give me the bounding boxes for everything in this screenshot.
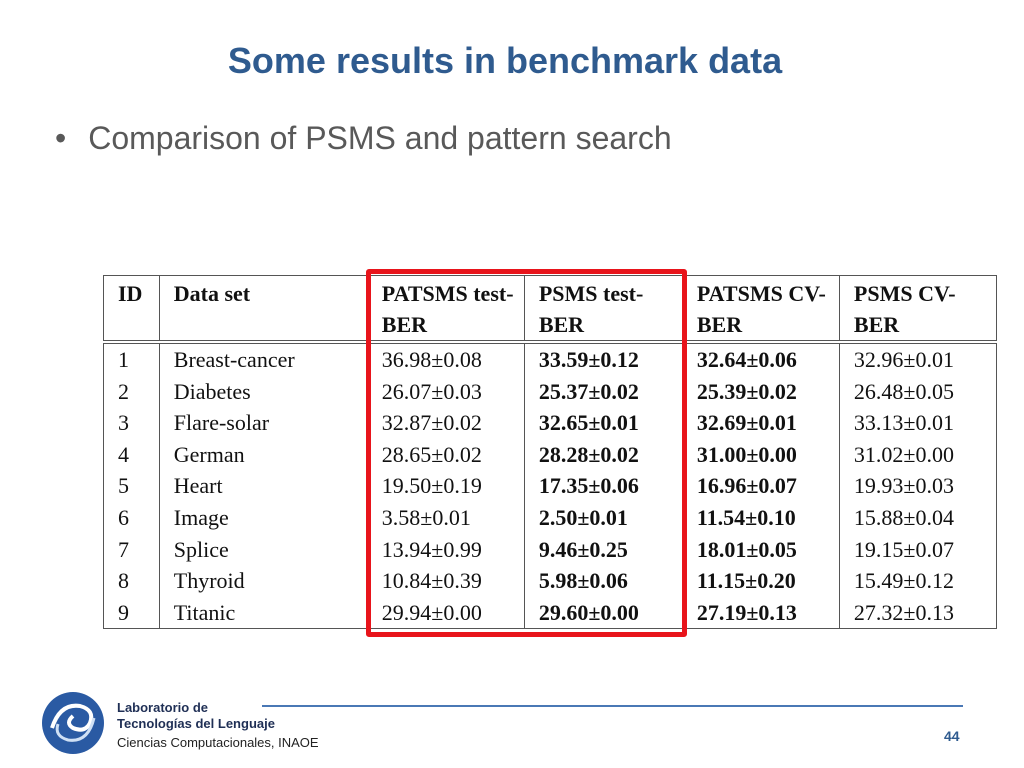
table-cell: Image bbox=[158, 501, 368, 534]
table-cell: 32.69±0.01 bbox=[681, 407, 840, 439]
table-row: 3 Flare-solar 32.87±0.02 32.65±0.01 32.69±0.… bbox=[103, 407, 998, 439]
table-cell: 27.19±0.13 bbox=[681, 596, 840, 630]
table-cell: 2.50±0.01 bbox=[523, 501, 683, 534]
table-cell: 32.96±0.01 bbox=[838, 342, 998, 376]
footer-institute: Ciencias Computacionales, INAOE bbox=[117, 735, 319, 750]
table-cell: 1 bbox=[103, 342, 160, 376]
footer-group: Tecnologías del Lenguaje bbox=[117, 716, 275, 731]
table-cell: 26.07±0.03 bbox=[366, 375, 525, 408]
bullet-text: Comparison of PSMS and pattern search bbox=[88, 120, 672, 156]
table-cell: Thyroid bbox=[158, 565, 368, 597]
table-cell: 27.32±0.13 bbox=[838, 596, 998, 630]
table-cell: Titanic bbox=[158, 596, 368, 630]
highlight-box bbox=[366, 269, 687, 637]
table-cell: 5.98±0.06 bbox=[523, 565, 683, 597]
table-row: 8 Thyroid 10.84±0.39 5.98±0.06 11.15±0.20 15.… bbox=[103, 565, 998, 597]
footer-line bbox=[262, 705, 963, 707]
table-cell: 11.15±0.20 bbox=[681, 565, 840, 597]
table-cell: 31.02±0.00 bbox=[838, 438, 998, 471]
table-cell: 25.37±0.02 bbox=[523, 375, 683, 408]
table-row: 2 Diabetes 26.07±0.03 25.37±0.02 25.39±0.02 2… bbox=[103, 375, 998, 408]
footer-lab: Laboratorio de bbox=[117, 700, 209, 715]
table-row: 1 Breast-cancer 36.98±0.08 33.59±0.12 32.64±… bbox=[103, 342, 998, 376]
table-cell: 16.96±0.07 bbox=[681, 470, 840, 502]
table-row: 4 German 28.65±0.02 28.28±0.02 31.00±0.00 31.… bbox=[103, 438, 998, 471]
table-cell: 31.00±0.00 bbox=[681, 438, 840, 471]
header-cell: PSMS test-BER bbox=[523, 275, 683, 342]
table-cell: 3.58±0.01 bbox=[366, 501, 525, 534]
table-cell: 26.48±0.05 bbox=[838, 375, 998, 408]
logo bbox=[42, 692, 104, 754]
table-cell: 29.60±0.00 bbox=[523, 596, 683, 630]
table-row: 6 Image 3.58±0.01 2.50±0.01 11.54±0.10 15.88±… bbox=[103, 501, 998, 534]
table-cell: 32.65±0.01 bbox=[523, 407, 683, 439]
header-cell: Data set bbox=[158, 275, 368, 342]
table-cell: 29.94±0.00 bbox=[366, 596, 525, 630]
table-cell: 25.39±0.02 bbox=[681, 375, 840, 408]
page-number: 44 bbox=[944, 728, 960, 744]
table-row: 7 Splice 13.94±0.99 9.46±0.25 18.01±0.05 19.1… bbox=[103, 533, 998, 566]
table-cell: 18.01±0.05 bbox=[681, 533, 840, 566]
results-table: ID Data set PATSMS test-BER PSMS test-BER PA… bbox=[103, 275, 998, 630]
table-cell: 19.93±0.03 bbox=[838, 470, 998, 502]
table-cell: Heart bbox=[158, 470, 368, 502]
table-cell: 2 bbox=[103, 375, 160, 408]
table-cell: 15.49±0.12 bbox=[838, 565, 998, 597]
table-cell: 17.35±0.06 bbox=[523, 470, 683, 502]
table-cell: 13.94±0.99 bbox=[366, 533, 525, 566]
table-cell: 15.88±0.04 bbox=[838, 501, 998, 534]
slide-title: Some results in benchmark data bbox=[227, 40, 783, 81]
table-cell: 19.15±0.07 bbox=[838, 533, 998, 566]
table-cell: 5 bbox=[103, 470, 160, 502]
header-cell: PATSMS CV-BER bbox=[681, 275, 840, 342]
table-cell: 10.84±0.39 bbox=[366, 565, 525, 597]
table-cell: German bbox=[158, 438, 368, 471]
header-cell: PATSMS test-BER bbox=[366, 275, 525, 342]
header-cell: ID bbox=[103, 275, 160, 342]
table-cell: 33.13±0.01 bbox=[838, 407, 998, 439]
table-body: 1 Breast-cancer 36.98±0.08 33.59±0.12 32.64±… bbox=[103, 342, 998, 630]
table-cell: 9 bbox=[103, 596, 160, 630]
table-cell: Breast-cancer bbox=[158, 342, 368, 376]
table-cell: Splice bbox=[158, 533, 368, 566]
table-cell: 9.46±0.25 bbox=[523, 533, 683, 566]
table-cell: Flare-solar bbox=[158, 407, 368, 439]
table-cell: 28.28±0.02 bbox=[523, 438, 683, 471]
table-cell: 33.59±0.12 bbox=[523, 342, 683, 376]
table-cell: 8 bbox=[103, 565, 160, 597]
bullet: • Comparison of PSMS and pattern search bbox=[55, 120, 672, 156]
table-cell: 6 bbox=[103, 501, 160, 534]
header-row: ID Data set PATSMS test-BER PSMS test-BER PA… bbox=[103, 275, 998, 342]
table-cell: 7 bbox=[103, 533, 160, 566]
table-row: 5 Heart 19.50±0.19 17.35±0.06 16.96±0.07 19.9… bbox=[103, 470, 998, 502]
header-cell: PSMS CV-BER bbox=[838, 275, 998, 342]
table-cell: 3 bbox=[103, 407, 160, 439]
table-cell: 32.87±0.02 bbox=[366, 407, 525, 439]
table-cell: 11.54±0.10 bbox=[681, 501, 840, 534]
table-cell: Diabetes bbox=[158, 375, 368, 408]
table-cell: 36.98±0.08 bbox=[366, 342, 525, 376]
table-cell: 32.64±0.06 bbox=[681, 342, 840, 376]
table-cell: 4 bbox=[103, 438, 160, 471]
table-row: 9 Titanic 29.94±0.00 29.60±0.00 27.19±0.13 27… bbox=[103, 596, 998, 630]
